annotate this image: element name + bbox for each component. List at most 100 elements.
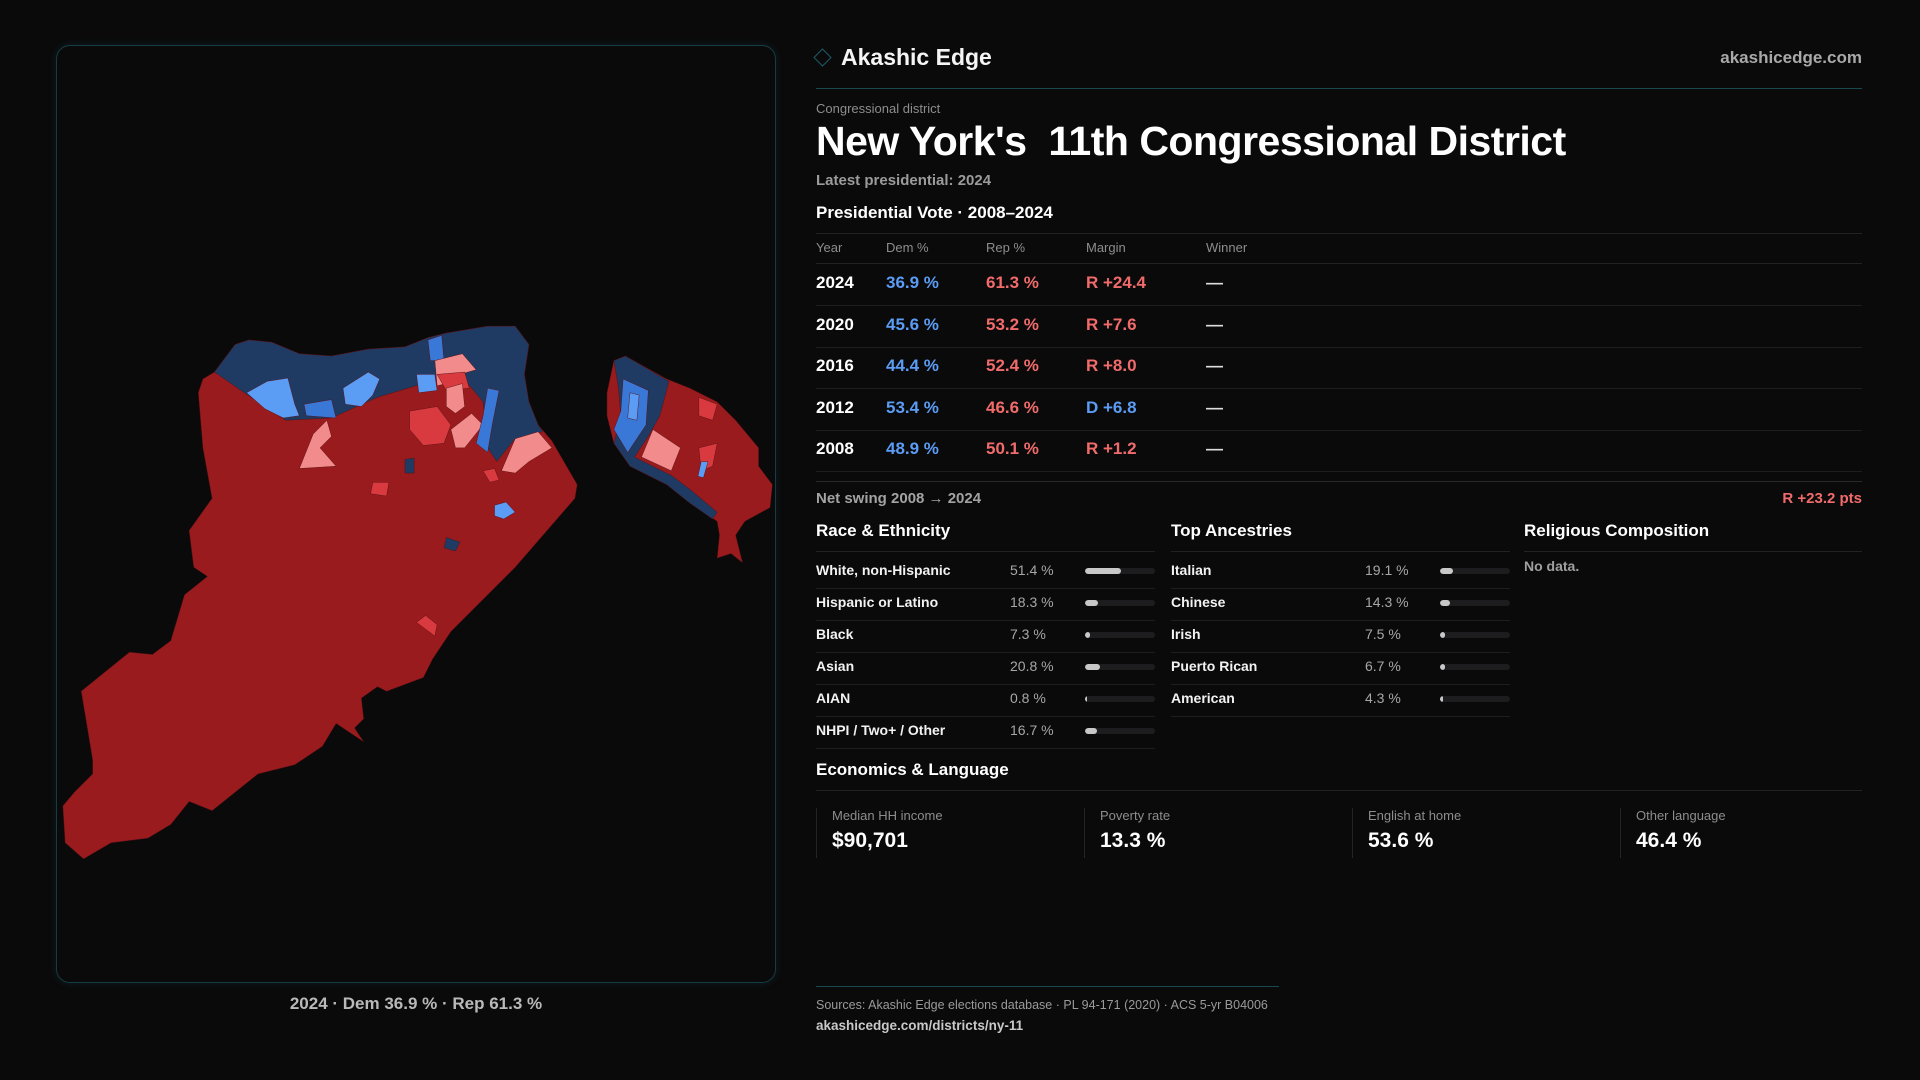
header-divider <box>816 88 1862 89</box>
race-bar <box>1085 728 1155 734</box>
ancestry-value: 7.5 % <box>1365 626 1401 642</box>
race-label: Asian <box>816 658 855 674</box>
econ-label: Other language <box>1636 808 1726 823</box>
col-margin: Margin <box>1086 240 1126 255</box>
ancestry-label: American <box>1171 690 1235 706</box>
dem-mid-tract <box>427 335 445 361</box>
row-divider <box>816 305 1862 306</box>
rep-light-tract <box>450 413 484 449</box>
dem-mid-tract <box>303 399 337 419</box>
econ-card: Median HH income $90,701 <box>816 808 1084 858</box>
ancestry-bar <box>1440 600 1510 606</box>
year-cell: 2024 <box>816 273 854 292</box>
divider <box>816 263 1862 264</box>
winner-cell: — <box>1206 356 1223 376</box>
dem-cell: 44.4 % <box>886 356 939 376</box>
row-divider <box>816 620 1155 621</box>
district-url[interactable]: akashicedge.com/districts/ny-11 <box>816 1018 1024 1033</box>
rep-light-tract <box>501 431 553 474</box>
rep-light-tract <box>299 419 337 469</box>
econ-card: Poverty rate 13.3 % <box>1084 808 1352 858</box>
rep-mid-tract <box>416 615 438 637</box>
rep-cell: 52.4 % <box>986 356 1039 376</box>
dem-light-tract <box>416 374 438 394</box>
rep-light-tract <box>446 383 465 414</box>
race-value: 20.8 % <box>1010 658 1054 674</box>
econ-heading: Economics & Language <box>816 760 1009 779</box>
dem-cell: 53.4 % <box>886 397 939 417</box>
row-divider <box>1171 684 1510 685</box>
winner-cell: — <box>1206 314 1223 334</box>
bar-fill <box>1440 632 1446 638</box>
col-dem: Dem % <box>886 240 929 255</box>
race-value: 18.3 % <box>1010 594 1054 610</box>
district-kicker: Congressional district <box>816 101 941 116</box>
brand[interactable]: Akashic Edge <box>813 44 992 71</box>
district-map[interactable] <box>56 310 776 875</box>
bar-fill <box>1085 728 1097 734</box>
row-divider <box>816 429 1862 431</box>
winner-cell: — <box>1206 397 1223 417</box>
sources: Sources: Akashic Edge elections database… <box>816 998 1268 1012</box>
winner-cell: — <box>1206 273 1223 292</box>
race-heading: Race & Ethnicity <box>816 521 951 540</box>
econ-label: English at home <box>1368 808 1462 823</box>
row-divider <box>816 684 1155 685</box>
dem-light-tract <box>342 371 381 407</box>
dem-light-tract <box>494 501 516 520</box>
bar-fill <box>1440 600 1450 606</box>
race-bar <box>1085 696 1155 702</box>
rep-cell: 53.2 % <box>986 314 1039 334</box>
econ-value: $90,701 <box>832 829 908 852</box>
row-divider <box>816 748 1155 749</box>
margin-cell: R +1.2 <box>1086 439 1137 459</box>
year-cell: 2012 <box>816 397 854 417</box>
econ-value: 53.6 % <box>1368 829 1434 852</box>
econ-label: Median HH income <box>832 808 943 823</box>
ancestry-value: 6.7 % <box>1365 658 1401 674</box>
dem-cell: 45.6 % <box>886 314 939 334</box>
race-bar <box>1085 664 1155 670</box>
race-label: Black <box>816 626 854 642</box>
econ-value: 46.4 % <box>1636 829 1702 852</box>
bar-fill <box>1085 600 1098 606</box>
ancestry-value: 14.3 % <box>1365 594 1409 610</box>
row-divider <box>816 388 1862 390</box>
map-caption: 2024 · Dem 36.9 % · Rep 61.3 % <box>289 994 543 1013</box>
econ-card: English at home 53.6 % <box>1352 808 1620 858</box>
row-divider <box>1171 588 1510 589</box>
ancestry-label: Italian <box>1171 562 1212 578</box>
vote-heading: Presidential Vote · 2008–2024 <box>816 203 1053 222</box>
ancestry-value: 4.3 % <box>1365 690 1401 706</box>
year-cell: 2016 <box>816 356 854 376</box>
race-bar <box>1085 632 1155 638</box>
divider <box>1524 551 1862 552</box>
religion-heading: Religious Composition <box>1524 521 1710 540</box>
dem-cell: 36.9 % <box>886 273 939 292</box>
divider <box>816 481 1862 482</box>
rep-mid-tract <box>370 482 390 497</box>
bar-fill <box>1085 696 1087 702</box>
ancestry-label: Irish <box>1171 626 1201 642</box>
bar-fill <box>1085 664 1100 670</box>
econ-card: Other language 46.4 % <box>1620 808 1888 858</box>
rep-cell: 61.3 % <box>986 273 1039 292</box>
winner-cell: — <box>1206 439 1223 459</box>
bar-fill <box>1440 664 1445 670</box>
ancestry-bar <box>1440 632 1510 638</box>
ancestry-value: 19.1 % <box>1365 562 1409 578</box>
year-cell: 2020 <box>816 314 854 334</box>
margin-cell: R +7.6 <box>1086 314 1137 334</box>
divider <box>1171 551 1510 552</box>
row-divider <box>1171 652 1510 653</box>
race-value: 0.8 % <box>1010 690 1046 706</box>
net-swing-label: Net swing 2008 → 2024 <box>816 490 982 507</box>
row-divider <box>816 588 1155 589</box>
bar-fill <box>1085 568 1121 574</box>
row-divider <box>1171 620 1510 621</box>
site-link[interactable]: akashicedge.com <box>1720 48 1862 67</box>
margin-cell: R +24.4 <box>1086 273 1147 292</box>
divider <box>816 551 1155 552</box>
race-label: Hispanic or Latino <box>816 594 939 610</box>
divider <box>816 233 1862 234</box>
